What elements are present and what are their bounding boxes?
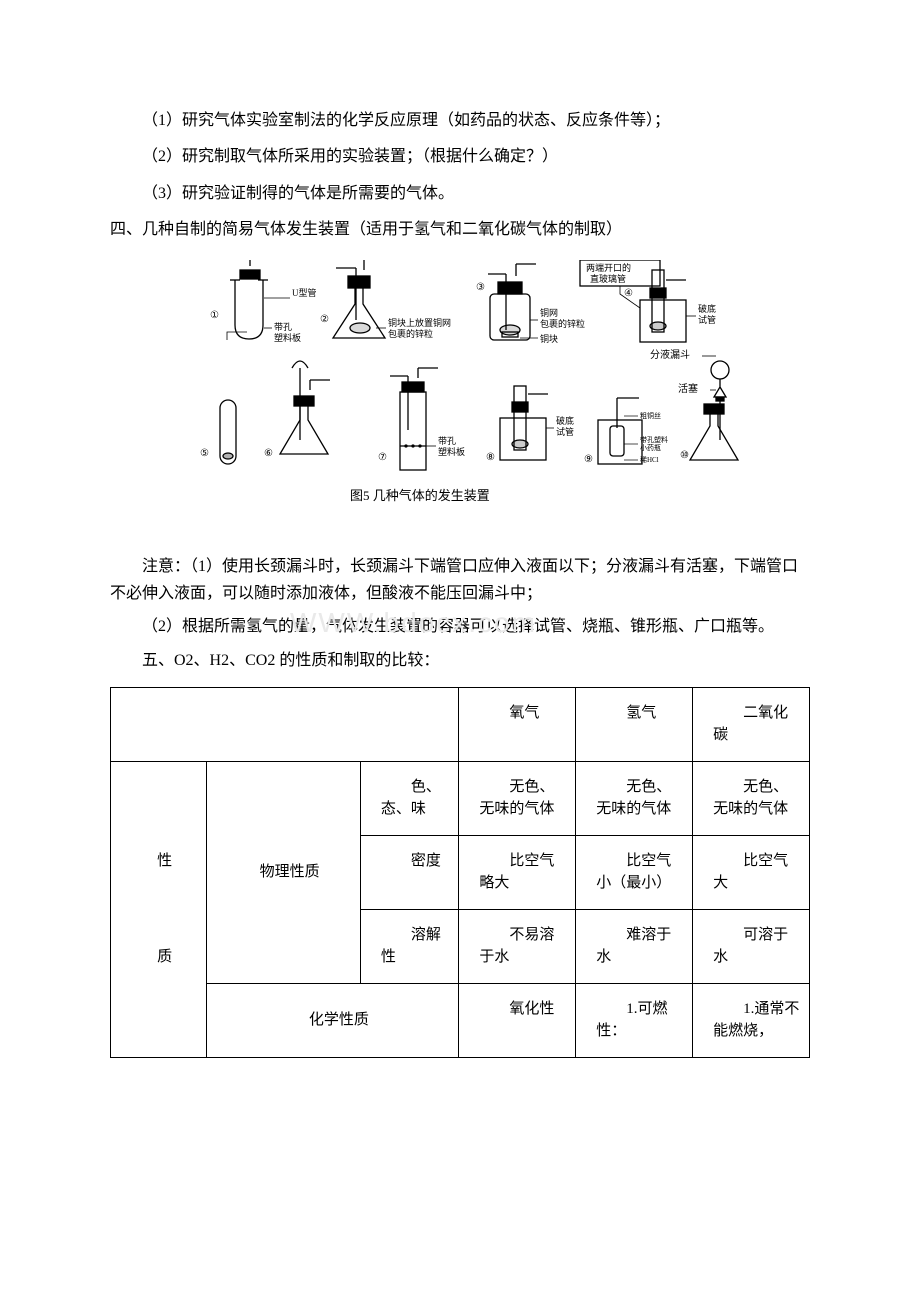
comparison-table: 氧气 氢气 二氧化碳 性质 物理性质 色、态、味 无色、无味的气体 无色、无味的…	[110, 687, 810, 1058]
figure-caption: 图5 几种气体的发生装置	[350, 488, 490, 503]
label-broken2a: 破底	[556, 415, 574, 426]
label-vial-b: 小药瓶	[640, 443, 661, 452]
o2-density: 比空气略大	[459, 835, 576, 909]
paragraph-1: （1）研究气体实验室制法的化学反应原理（如药品的状态、反应条件等）；	[110, 106, 810, 136]
label-cu2a: 铜网	[540, 307, 558, 318]
head-o2: 氧气	[459, 687, 576, 761]
label-cu-wire: 粗铜丝	[640, 411, 661, 420]
co2-chem: 1.通常不能燃烧，	[693, 983, 810, 1057]
o2-chem: 氧化性	[459, 983, 576, 1057]
label-cu1b: 包裹的锌粒	[388, 328, 433, 339]
paragraph-3: （3）研究验证制得的气体是所需要的气体。	[110, 179, 810, 209]
label-perf2b: 塑料板	[438, 446, 465, 457]
section-5-title: 五、O2、H2、CO2 的性质和制取的比较：	[110, 646, 810, 676]
label-broken2b: 试管	[556, 426, 574, 437]
h2-density: 比空气小（最小）	[576, 835, 693, 909]
o2-sol: 不易溶于水	[459, 909, 576, 983]
h2-color: 无色、无味的气体	[576, 761, 693, 835]
label-n8: ⑧	[486, 452, 495, 463]
label-cu2b: 包裹的锌粒	[540, 318, 585, 329]
prop-density: 密度	[360, 835, 459, 909]
label-cu1a: 铜块上放置铜网	[388, 317, 451, 328]
label-n9: ⑨	[584, 454, 593, 465]
label-n3: ③	[476, 282, 485, 293]
label-n7: ⑦	[378, 452, 387, 463]
label-n10: ⑩	[680, 450, 689, 461]
label-n4: ④	[624, 288, 633, 299]
document-page: （1）研究气体实验室制法的化学反应原理（如药品的状态、反应条件等）； （2）研究…	[0, 0, 920, 1118]
label-cublock: 铜块	[540, 333, 558, 344]
label-perfplate-1a: 带孔	[274, 322, 292, 332]
label-broken-b: 试管	[698, 314, 716, 325]
label-perf2a: 带孔	[438, 436, 456, 446]
label-vial-a: 带孔塑料	[640, 435, 668, 444]
paragraph-2: （2）研究制取气体所采用的实验装置；（根据什么确定？）	[110, 142, 810, 172]
figure-5: ① U型管 带孔 塑料板 ② 铜块上放置铜网 包裹的锌粒	[110, 260, 810, 545]
note-1: 注意：（1）使用长颈漏斗时，长颈漏斗下端管口应伸入液面以下；分液漏斗有活塞，下端…	[110, 553, 810, 607]
label-perfplate-1b: 塑料板	[274, 332, 301, 343]
figure-5-svg: ① U型管 带孔 塑料板 ② 铜块上放置铜网 包裹的锌粒	[180, 260, 740, 540]
table-row: 化学性质 氧化性 1.可燃性： 1.通常不能燃烧，	[111, 983, 810, 1057]
label-stopcock: 活塞	[678, 382, 698, 395]
label-open-a: 两端开口的	[586, 262, 631, 273]
section-4-title: 四、几种自制的简易气体发生装置（适用于氢气和二氧化碳气体的制取）	[110, 215, 810, 245]
row-group-nature: 性质	[111, 761, 207, 1057]
h2-sol: 难溶于水	[576, 909, 693, 983]
table-row: 性质 物理性质 色、态、味 无色、无味的气体 无色、无味的气体 无色、无味的气体	[111, 761, 810, 835]
head-co2: 二氧化碳	[693, 687, 810, 761]
label-n5: ⑤	[200, 448, 209, 459]
o2-color: 无色、无味的气体	[459, 761, 576, 835]
head-empty	[111, 687, 459, 761]
head-h2: 氢气	[576, 687, 693, 761]
co2-sol: 可溶于水	[693, 909, 810, 983]
label-n6: ⑥	[264, 448, 273, 459]
chem-label: 化学性质	[207, 983, 459, 1057]
prop-color: 色、态、味	[360, 761, 459, 835]
label-open-b: 直玻璃管	[590, 273, 626, 284]
prop-solubility: 溶解性	[360, 909, 459, 983]
label-broken-a: 破底	[698, 303, 716, 314]
note-2: （2）根据所需氢气的量，气体发生装置的容器可以选择试管、烧瓶、锥形瓶、广口瓶等。	[110, 613, 810, 640]
label-n2: ②	[320, 314, 329, 325]
co2-density: 比空气大	[693, 835, 810, 909]
table-head-row: 氧气 氢气 二氧化碳	[111, 687, 810, 761]
h2-chem: 1.可燃性：	[576, 983, 693, 1057]
label-utube: U型管	[292, 287, 317, 298]
label-n1: ①	[210, 310, 219, 321]
label-sepfunnel: 分液漏斗	[650, 348, 690, 361]
co2-color: 无色、无味的气体	[693, 761, 810, 835]
label-hcl: 稀HCl	[640, 455, 659, 464]
phys-label: 物理性质	[207, 761, 361, 983]
